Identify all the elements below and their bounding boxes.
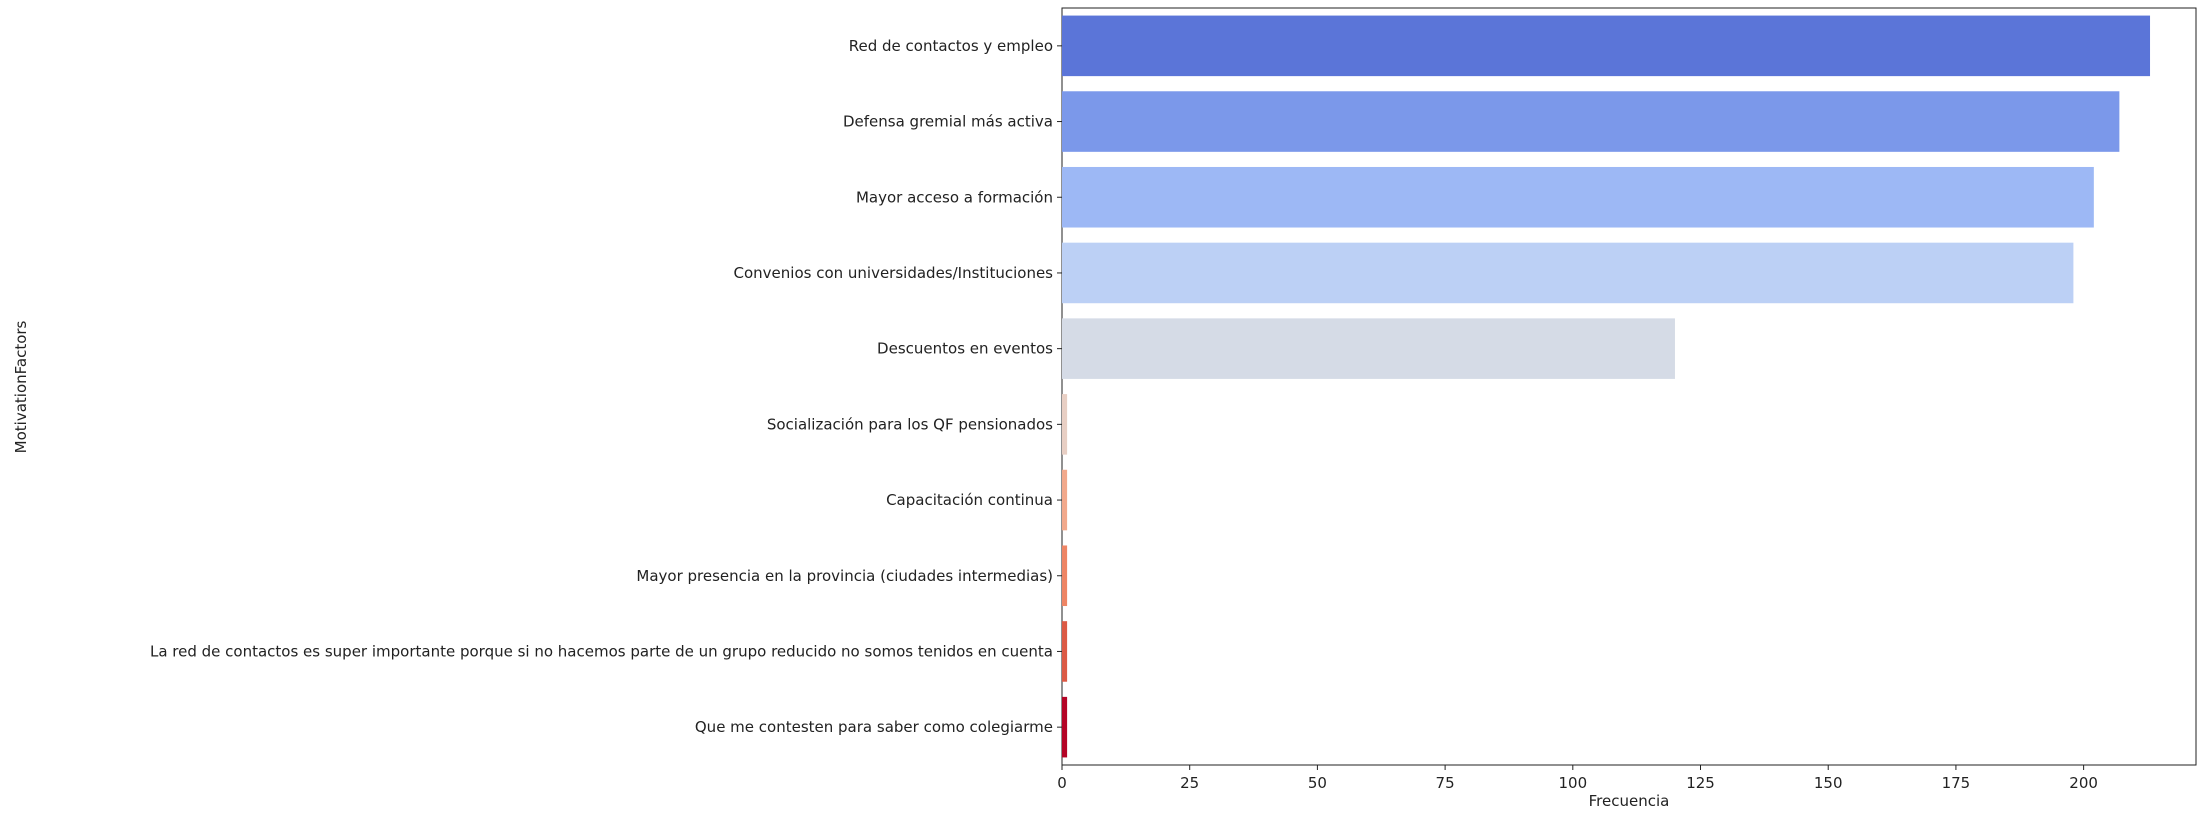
x-tick-label: 0 — [1057, 774, 1067, 792]
x-tick-label: 100 — [1558, 774, 1587, 792]
y-tick-label: Descuentos en eventos — [877, 340, 1053, 358]
x-tick-label: 200 — [2069, 774, 2098, 792]
x-tick-label: 175 — [1942, 774, 1971, 792]
x-tick-label: 25 — [1180, 774, 1199, 792]
y-tick-label: Capacitación continua — [886, 491, 1053, 509]
y-tick-label: Red de contactos y empleo — [849, 37, 1053, 55]
plot-area — [1061, 7, 2197, 766]
y-axis-label: MotivationFactors — [12, 320, 30, 453]
x-tick-label: 75 — [1436, 774, 1455, 792]
bar-4 — [1062, 242, 2074, 304]
bar-9 — [1062, 621, 1068, 682]
y-tick-label: Socialización para los QF pensionados — [767, 415, 1053, 433]
x-axis-label: Frecuencia — [1589, 792, 1670, 810]
bar-1 — [1062, 15, 2151, 77]
bar-6 — [1062, 394, 1068, 455]
bar-10 — [1062, 696, 1068, 758]
bar-2 — [1062, 91, 2120, 152]
y-tick-label: Defensa gremial más activa — [843, 113, 1053, 131]
x-tick-label: 150 — [1814, 774, 1843, 792]
plot-frame — [1061, 7, 2197, 766]
bar-7 — [1062, 469, 1068, 531]
y-tick-label: Mayor presencia en la provincia (ciudade… — [636, 567, 1053, 585]
y-tick-label: Convenios con universidades/Institucione… — [734, 264, 1054, 282]
y-ticks-group: Red de contactos y empleo Defensa gremial… — [150, 37, 1062, 736]
bar-8 — [1062, 545, 1068, 607]
y-tick-label: La red de contactos es super importante … — [150, 642, 1053, 660]
bar-3 — [1062, 166, 2094, 228]
y-tick-label: Que me contesten para saber como colegia… — [695, 718, 1053, 736]
bars-group — [1062, 15, 2151, 758]
x-tick-label: 125 — [1686, 774, 1715, 792]
x-tick-label: 50 — [1308, 774, 1327, 792]
x-ticks-group: 0 25 50 75 100 125 150 175 200 — [1057, 765, 2098, 792]
y-tick-label: Mayor acceso a formación — [856, 188, 1053, 206]
bar-5 — [1062, 318, 1675, 379]
